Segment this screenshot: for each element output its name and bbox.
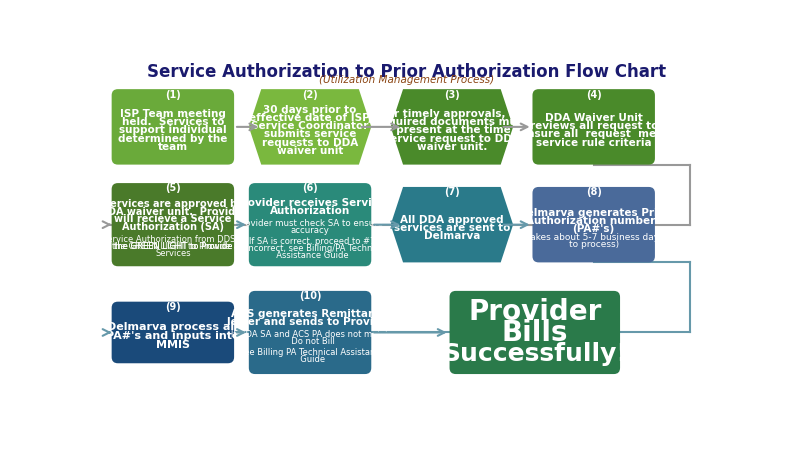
FancyBboxPatch shape (249, 183, 372, 266)
Text: team: team (158, 142, 188, 152)
Text: the GREEN LIGHT to Provide: the GREEN LIGHT to Provide (114, 242, 232, 251)
Text: required documents must: required documents must (376, 117, 528, 127)
Text: (5): (5) (165, 184, 181, 193)
Text: (8): (8) (586, 187, 602, 198)
Text: •If DDA SA and ACS PA does not match,: •If DDA SA and ACS PA does not match, (226, 330, 394, 340)
Text: ISP Team meeting: ISP Team meeting (120, 109, 225, 119)
Text: Assistance Guide: Assistance Guide (272, 251, 349, 260)
Text: DDA Waiver Unit: DDA Waiver Unit (545, 113, 642, 123)
Text: submits service: submits service (264, 129, 357, 140)
Text: (9): (9) (165, 302, 181, 312)
Text: (3): (3) (444, 90, 460, 99)
Text: Service Authorization to Prior Authorization Flow Chart: Service Authorization to Prior Authoriza… (148, 63, 666, 81)
Text: Provider must check SA to ensure: Provider must check SA to ensure (237, 219, 383, 228)
Text: •See Billing PA Technical Assistance: •See Billing PA Technical Assistance (234, 348, 386, 357)
Polygon shape (391, 187, 513, 262)
Text: (7): (7) (444, 187, 460, 198)
Text: waiver unit: waiver unit (277, 146, 343, 156)
Text: Delmarva generates Prior: Delmarva generates Prior (518, 207, 669, 218)
Text: •If SA is correct, proceed to #7: •If SA is correct, proceed to #7 (245, 237, 376, 246)
Text: letter and sends to Provider: letter and sends to Provider (227, 317, 393, 327)
Text: Service Coordinator: Service Coordinator (252, 121, 368, 131)
Text: reviews all request to: reviews all request to (530, 121, 658, 131)
FancyBboxPatch shape (449, 291, 620, 374)
Text: Bills: Bills (502, 319, 568, 347)
Text: Guide: Guide (295, 355, 325, 364)
Text: •If incorrect, see Billing/PA Technical: •If incorrect, see Billing/PA Technical (233, 244, 387, 253)
Text: Authorization: Authorization (270, 206, 350, 216)
Text: support individual: support individual (119, 125, 227, 135)
Text: (1): (1) (165, 90, 181, 99)
Polygon shape (249, 89, 372, 164)
Text: service rule criteria: service rule criteria (536, 138, 652, 148)
Text: (4): (4) (586, 90, 602, 99)
Text: Service Authorization from DDS is: Service Authorization from DDS is (102, 235, 245, 244)
Text: PA#'s and inputs into: PA#'s and inputs into (106, 331, 240, 341)
Text: services are sent to: services are sent to (394, 223, 510, 233)
Text: Authorization (SA): Authorization (SA) (121, 222, 224, 232)
Text: Authorization numbers: Authorization numbers (526, 216, 661, 226)
Text: Provider receives Service: Provider receives Service (235, 198, 385, 208)
Text: 30 days prior to: 30 days prior to (264, 105, 357, 115)
FancyBboxPatch shape (112, 183, 234, 266)
Text: For timely approvals, all: For timely approvals, all (380, 109, 523, 119)
Text: will recieve a Service: will recieve a Service (114, 214, 232, 225)
Text: DDA waiver unit.  Provider: DDA waiver unit. Provider (99, 207, 246, 217)
Text: (6): (6) (303, 184, 318, 193)
FancyBboxPatch shape (112, 89, 234, 164)
FancyBboxPatch shape (533, 187, 655, 262)
Text: accuracy: accuracy (291, 226, 330, 235)
Text: determined by the: determined by the (118, 134, 228, 144)
Text: Services: Services (155, 249, 191, 258)
Text: Delmarva process all: Delmarva process all (107, 322, 238, 332)
Polygon shape (391, 89, 513, 164)
Text: (takes about 5-7 business days: (takes about 5-7 business days (523, 233, 664, 242)
Text: ensure all  request  meet: ensure all request meet (519, 129, 668, 140)
Text: the GREEN LIGHT to Provide: the GREEN LIGHT to Provide (114, 242, 232, 251)
Text: to process): to process) (569, 240, 619, 249)
Text: Delmarva: Delmarva (424, 232, 480, 241)
Text: (Utilization Management Process): (Utilization Management Process) (319, 75, 495, 85)
Text: the GREEN LIGHT to Provide: the GREEN LIGHT to Provide (112, 242, 230, 251)
FancyBboxPatch shape (533, 89, 655, 164)
Text: held.  Services to: held. Services to (121, 117, 224, 127)
FancyBboxPatch shape (112, 302, 234, 363)
Text: waiver unit.: waiver unit. (417, 142, 487, 152)
Text: requests to DDA: requests to DDA (262, 138, 358, 148)
Text: (PA#'s): (PA#'s) (572, 224, 615, 234)
Text: MMIS: MMIS (156, 340, 190, 350)
Text: Do not Bill: Do not Bill (286, 337, 334, 346)
Text: the GREEN LIGHT to Provide: the GREEN LIGHT to Provide (114, 242, 232, 251)
FancyBboxPatch shape (249, 291, 372, 374)
Text: effective date of ISP,: effective date of ISP, (249, 113, 372, 123)
Text: Successfully!: Successfully! (442, 342, 628, 366)
Text: ACS generates Remittance: ACS generates Remittance (231, 309, 389, 319)
Text: Provider: Provider (468, 298, 602, 326)
Text: (10): (10) (299, 291, 322, 301)
Text: All DDA approved: All DDA approved (400, 215, 503, 225)
Text: be present at the time of: be present at the time of (378, 125, 526, 135)
Text: Services are approved by: Services are approved by (102, 199, 243, 209)
Text: (2): (2) (303, 90, 318, 99)
Text: service request to DDA: service request to DDA (384, 134, 520, 144)
